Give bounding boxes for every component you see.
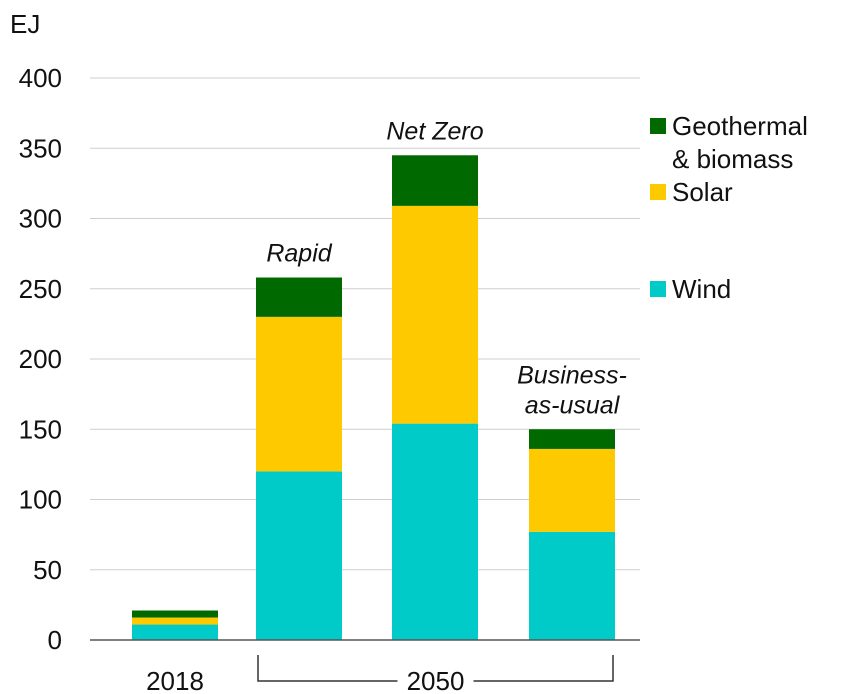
y-tick-label: 50 [33,555,62,585]
bar-scenario-label: Net Zero [386,117,483,145]
x-tick-label-2018: 2018 [146,666,204,694]
bar-segment-wind [256,471,342,640]
x-axis-labels: 2018 2050 [146,655,614,694]
bar-labels: Rapid Net Zero Business-as-usual [266,117,627,419]
y-tick-label: 0 [48,625,62,655]
bar-segment-solar [392,205,478,424]
y-tick-label: 150 [19,414,62,444]
legend-label: Solar [672,177,733,207]
x-group-bracket [257,655,614,682]
bar-segment-solar [256,316,342,472]
bar-scenario-label: as-usual [525,391,621,419]
y-tick-labels: 0 50 100 150 200 250 300 350 400 [19,63,62,655]
bar-segment-geothermal-biomass [529,429,615,449]
bar-segment-geothermal-biomass [256,277,342,317]
y-axis-label: EJ [10,9,40,39]
y-tick-label: 100 [19,485,62,515]
y-tick-label: 300 [19,204,62,234]
x-group-label-2050: 2050 [407,666,465,694]
bar-scenario-label: Rapid [266,240,332,268]
legend-label: Wind [672,274,731,304]
bars [132,155,615,640]
bar-segment-geothermal-biomass [392,155,478,206]
y-tick-label: 400 [19,63,62,93]
gridlines [90,77,640,571]
legend-swatch-icon [650,281,666,297]
bar-segment-solar [132,617,218,625]
legend-label: Geothermal [672,111,808,141]
bar-segment-wind [529,531,615,640]
y-tick-label: 250 [19,274,62,304]
bar-segment-wind [392,423,478,640]
bar-scenario-label: Business- [517,361,627,389]
bar-segment-wind [132,624,218,640]
y-tick-label: 350 [19,133,62,163]
bar-segment-geothermal-biomass [132,610,218,618]
legend-swatch-icon [650,118,666,134]
legend-label: & biomass [672,144,793,174]
legend-swatch-icon [650,184,666,200]
bar-segment-solar [529,448,615,532]
y-tick-label: 200 [19,344,62,374]
